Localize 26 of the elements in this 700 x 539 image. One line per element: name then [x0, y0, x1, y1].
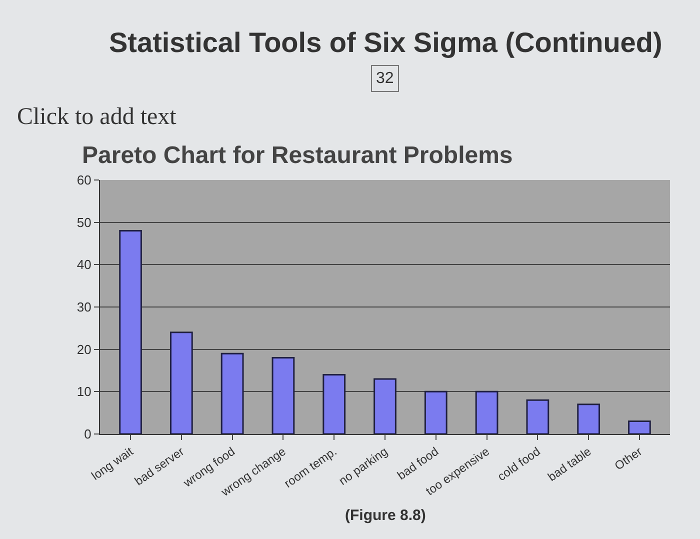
- x-tick-label: bad food: [394, 444, 442, 483]
- bar: [475, 390, 498, 434]
- bar: [170, 332, 193, 434]
- chart-subtitle: Pareto Chart for Restaurant Problems: [82, 142, 513, 169]
- y-tick-label: 60: [76, 172, 92, 188]
- bar: [424, 390, 448, 434]
- bar: [628, 420, 651, 434]
- bar: [322, 374, 346, 434]
- bar: [119, 230, 142, 434]
- bar: [526, 399, 550, 434]
- y-tick-label: 40: [76, 257, 92, 272]
- y-tick-label: 0: [84, 426, 92, 442]
- bar: [272, 357, 295, 434]
- chart-title: Statistical Tools of Six Sigma (Continued): [109, 27, 662, 58]
- y-tick-label: 30: [76, 300, 92, 315]
- text: (Figure 8.8): [345, 507, 426, 524]
- y-tick-label: 10: [76, 384, 92, 400]
- text: Click to add text: [17, 104, 177, 130]
- text: 32: [376, 70, 394, 87]
- bar: [374, 378, 396, 434]
- y-tick-label: 20: [76, 342, 92, 357]
- bar: [220, 352, 244, 434]
- x-tick-label: cold food: [494, 444, 543, 484]
- x-tick-label: bad table: [545, 444, 594, 484]
- y-tick-label: 50: [76, 214, 92, 230]
- bar: [577, 404, 600, 434]
